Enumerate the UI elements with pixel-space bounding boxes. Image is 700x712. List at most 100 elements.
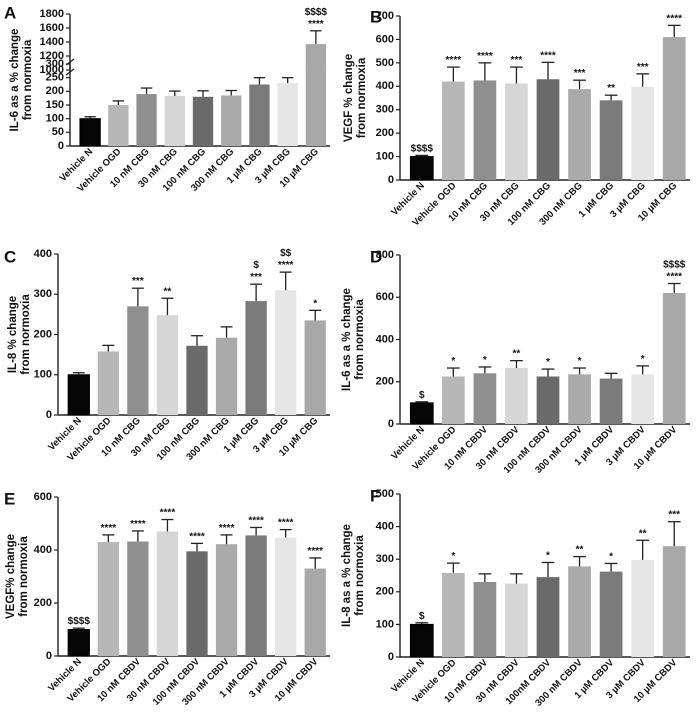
bar <box>79 118 101 147</box>
y-tick-label: 250 <box>46 72 64 84</box>
significance-dollars: $ <box>253 260 259 271</box>
bar <box>536 376 560 424</box>
significance-stars: * <box>609 551 613 562</box>
y-axis-label: IL-8 % changefrom normoxia <box>7 294 32 375</box>
bar <box>536 577 560 657</box>
y-tick-label: 0 <box>388 174 394 186</box>
y-axis-label-line: from normoxia <box>354 535 366 616</box>
bar <box>186 551 208 656</box>
significance-dollars: $$$$ <box>411 143 434 154</box>
y-tick-label: 0 <box>388 651 394 663</box>
y-axis-label-line: VEGF% change <box>5 534 17 619</box>
y-axis-label-line: IL-8 % change <box>7 296 19 373</box>
y-tick-label: 150 <box>46 99 64 111</box>
panel-F: FIL-8 as a % changefrom normoxia01002003… <box>341 486 690 709</box>
significance-stars: **** <box>219 523 235 534</box>
panel-B: B VEGF % changefrom normoxia 0 100 200 300 400… <box>343 7 690 228</box>
y-tick-label: 300 <box>34 288 52 300</box>
y-tick-label: 1800 <box>40 8 64 20</box>
significance-stars: ** <box>576 545 584 556</box>
y-axis-label: VEGF % changefrom normoxia <box>343 54 368 142</box>
y-axis-label-line: from normoxia <box>20 294 32 375</box>
bar <box>505 368 528 424</box>
axis-break-mark <box>65 68 75 76</box>
significance-stars: **** <box>278 260 294 271</box>
y-tick-label: 800 <box>376 249 394 261</box>
y-tick-label: 200 <box>376 586 394 598</box>
y-tick-label: 500 <box>376 57 394 69</box>
bar <box>127 306 149 415</box>
significance-stars: * <box>451 551 455 562</box>
y-tick-label: 200 <box>46 85 64 97</box>
bar <box>662 546 686 657</box>
significance-stars: *** <box>132 276 144 287</box>
bar <box>505 583 528 657</box>
bar <box>304 320 326 415</box>
bar <box>277 83 298 146</box>
y-tick-label: 200 <box>34 597 52 609</box>
y-tick-label: 200 <box>376 376 394 388</box>
significance-stars: **** <box>666 272 682 283</box>
panel-label: E <box>4 489 15 508</box>
significance-dollars: $$$$ <box>305 7 328 18</box>
significance-stars: **** <box>160 508 176 519</box>
significance-stars: **** <box>446 55 462 66</box>
significance-stars: **** <box>666 13 682 24</box>
significance-dollars: $ <box>419 390 425 401</box>
bar <box>473 373 497 424</box>
y-axis-label-line: IL-8 as a % change <box>341 524 353 627</box>
bar <box>599 378 623 424</box>
bar <box>662 37 686 181</box>
y-tick-label: 1600 <box>40 22 64 34</box>
y-axis-label-line: from normoxia <box>22 39 34 120</box>
y-tick-label: 300 <box>376 553 394 565</box>
y-tick-label: 1400 <box>40 36 64 48</box>
significance-stars: * <box>578 356 582 367</box>
significance-stars: * <box>313 298 317 309</box>
significance-dollars: $$ <box>280 248 292 259</box>
bar <box>275 537 297 656</box>
y-tick-label: 400 <box>34 544 52 556</box>
y-tick-label: 400 <box>376 80 394 92</box>
significance-stars: **** <box>477 51 493 62</box>
bar <box>97 351 119 415</box>
bar <box>568 566 591 657</box>
y-tick-label: 1000 <box>40 64 64 76</box>
significance-stars: *** <box>250 272 262 283</box>
y-axis-label: IL-8 as a % changefrom normoxia <box>341 524 366 627</box>
y-tick-label: 200 <box>34 328 52 340</box>
significance-stars: * <box>483 355 487 366</box>
y-axis-label: VEGF% changefrom normoxia <box>5 534 30 619</box>
bar <box>192 96 214 146</box>
y-tick-label: 100 <box>46 113 64 125</box>
y-axis-label-line: IL-6 as a % change <box>9 29 21 132</box>
y-tick-label: 1200 <box>40 50 64 62</box>
bar <box>221 95 242 146</box>
bar <box>409 402 434 425</box>
y-tick-label: 100 <box>376 618 394 630</box>
y-tick-label: 100 <box>376 150 394 162</box>
bar <box>599 100 623 180</box>
significance-stars: ** <box>513 349 521 360</box>
y-tick-label: 400 <box>376 333 394 345</box>
y-axis-label-line: from normoxia <box>18 536 30 617</box>
significance-stars: ** <box>639 528 647 539</box>
y-tick-label: 500 <box>376 488 394 500</box>
panel-label: C <box>4 247 16 266</box>
y-tick-label: 200 <box>376 127 394 139</box>
significance-stars: * <box>641 354 645 365</box>
bar <box>473 80 497 180</box>
bar <box>536 79 560 180</box>
y-tick-label: 700 <box>376 10 394 22</box>
significance-stars: ** <box>607 83 615 94</box>
y-tick-label: 300 <box>46 58 64 70</box>
y-axis-label-line: from normoxia <box>354 299 366 380</box>
y-tick-label: 0 <box>46 409 52 421</box>
y-tick-label: 100 <box>34 369 52 381</box>
bar <box>127 541 149 656</box>
y-tick-label: 600 <box>376 291 394 303</box>
significance-stars: **** <box>189 531 205 542</box>
bar <box>631 374 655 424</box>
